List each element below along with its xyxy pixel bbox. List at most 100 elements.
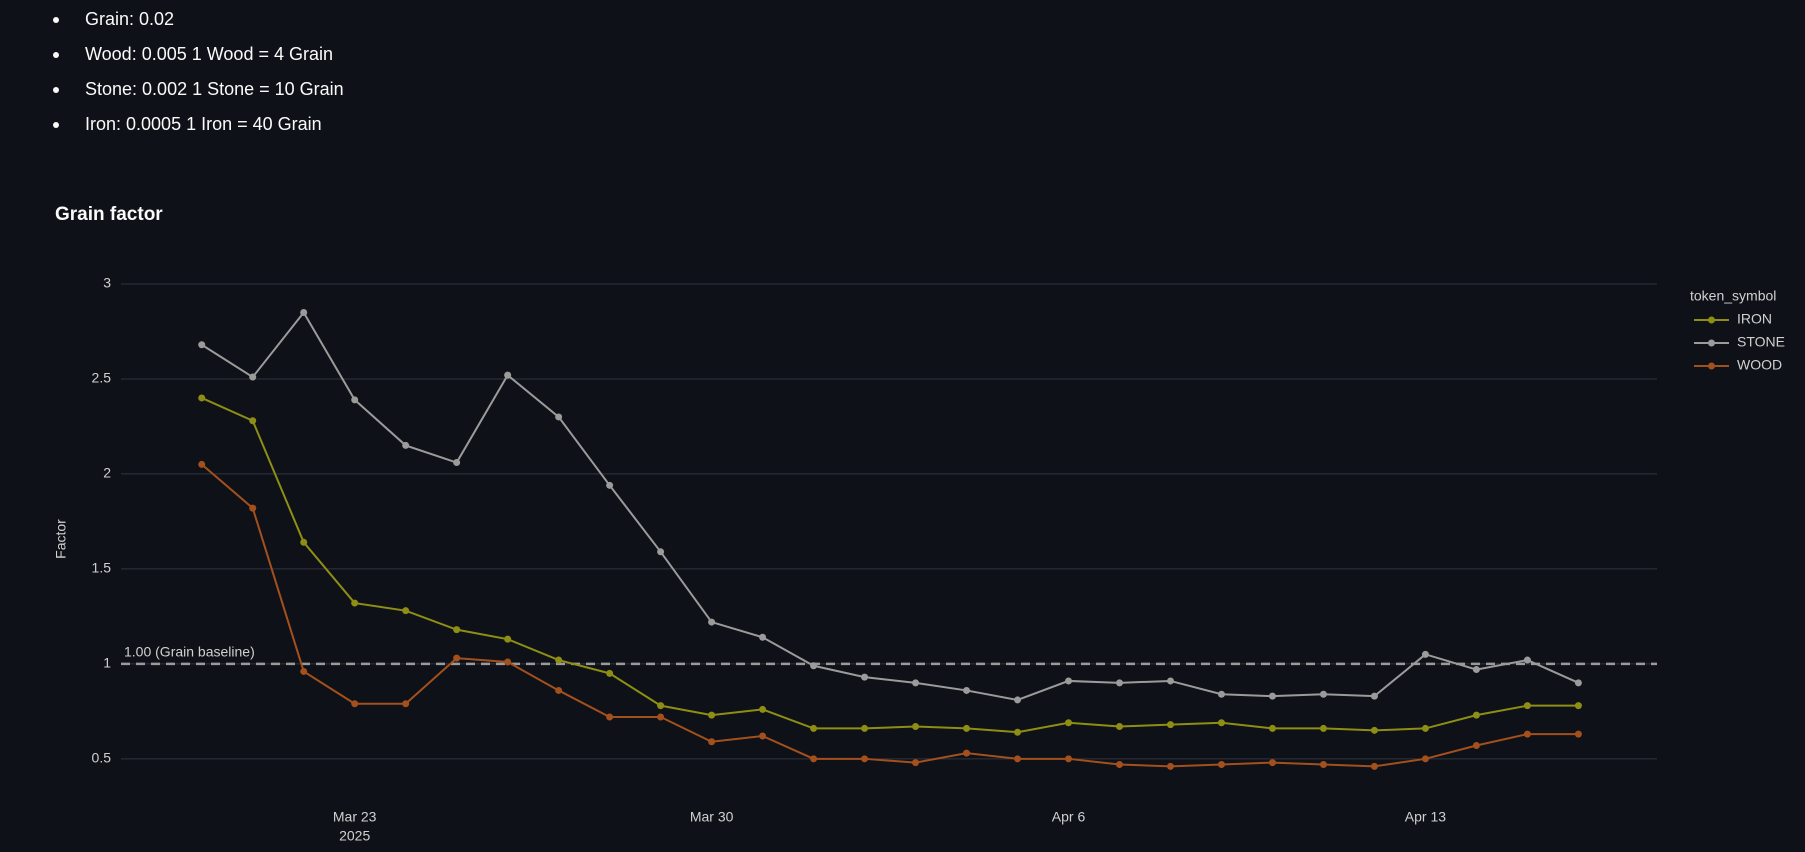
data-point — [453, 459, 461, 467]
data-point — [912, 759, 920, 767]
data-point — [1217, 719, 1225, 727]
y-tick-label: 1.5 — [92, 560, 112, 576]
legend-label: WOOD — [1737, 357, 1782, 373]
data-point — [1268, 692, 1276, 700]
x-tick-label: Mar 30 — [690, 809, 734, 825]
data-point — [1268, 724, 1276, 732]
data-point — [1421, 755, 1429, 763]
y-axis-label: Factor — [53, 519, 69, 559]
series-line — [201, 397, 1579, 734]
data-point — [402, 607, 410, 615]
data-point — [1370, 726, 1378, 734]
data-point — [300, 538, 308, 546]
data-point — [249, 417, 257, 425]
legend-label: STONE — [1737, 334, 1785, 350]
data-point — [657, 702, 665, 710]
data-point — [1116, 761, 1124, 769]
data-point — [708, 711, 716, 719]
data-point — [1472, 666, 1480, 674]
data-point — [708, 618, 716, 626]
data-point — [1014, 696, 1022, 704]
data-point — [861, 755, 869, 763]
data-point — [1065, 677, 1073, 685]
chart-title: Grain factor — [55, 204, 163, 225]
data-point — [1166, 721, 1174, 729]
data-point — [1421, 724, 1429, 732]
bullet-dot — [53, 87, 59, 93]
series-line — [201, 463, 1579, 768]
data-point — [198, 460, 206, 468]
data-point — [1014, 755, 1022, 763]
data-point — [453, 654, 461, 662]
x-tick-label: Apr 6 — [1052, 809, 1086, 825]
data-point — [1217, 761, 1225, 769]
data-point — [198, 394, 206, 402]
data-point — [249, 504, 257, 512]
data-point — [657, 713, 665, 721]
data-point — [1574, 702, 1582, 710]
bullet-dot — [53, 52, 59, 58]
data-point — [759, 732, 767, 740]
bullet-text: Stone: 0.002 1 Stone = 10 Grain — [85, 79, 344, 99]
data-point — [606, 481, 614, 489]
data-point — [402, 441, 410, 449]
data-point — [300, 308, 308, 316]
data-point — [1268, 759, 1276, 767]
bullet-text: Grain: 0.02 — [85, 9, 174, 29]
data-point — [1472, 742, 1480, 750]
data-point — [1574, 679, 1582, 687]
data-point — [1116, 679, 1124, 687]
series-line — [201, 310, 1579, 701]
data-point — [1574, 730, 1582, 738]
data-point — [861, 673, 869, 681]
data-point — [300, 667, 308, 675]
y-tick-label: 3 — [103, 275, 111, 291]
y-tick-label: 2 — [103, 465, 111, 481]
data-point — [555, 686, 563, 694]
data-point — [453, 626, 461, 634]
bullet-text: Wood: 0.005 1 Wood = 4 Grain — [85, 44, 333, 64]
data-point — [402, 700, 410, 708]
x-tick-sublabel: 2025 — [339, 828, 370, 844]
data-point — [1319, 690, 1327, 698]
data-point — [759, 633, 767, 641]
data-point — [810, 662, 818, 670]
data-point — [555, 656, 563, 664]
baseline-label: 1.00 (Grain baseline) — [124, 644, 255, 660]
legend-marker — [1708, 339, 1715, 347]
bullet-dot — [53, 17, 59, 23]
data-point — [351, 700, 359, 708]
data-point — [1166, 762, 1174, 770]
data-point — [1523, 730, 1531, 738]
data-point — [555, 413, 563, 421]
data-point — [1319, 761, 1327, 769]
legend-marker — [1708, 362, 1715, 370]
data-point — [1065, 755, 1073, 763]
data-point — [1370, 762, 1378, 770]
data-point — [810, 755, 818, 763]
y-tick-label: 2.5 — [92, 370, 112, 386]
data-point — [912, 679, 920, 687]
bullet-dot — [53, 122, 59, 128]
data-point — [963, 724, 971, 732]
data-point — [912, 723, 920, 731]
data-point — [606, 669, 614, 677]
data-point — [861, 724, 869, 732]
data-point — [198, 341, 206, 349]
data-point — [657, 548, 665, 556]
data-point — [1472, 711, 1480, 719]
data-point — [1166, 677, 1174, 685]
data-point — [351, 396, 359, 404]
data-point — [810, 724, 818, 732]
data-point — [606, 713, 614, 721]
data-point — [1217, 690, 1225, 698]
data-point — [1370, 692, 1378, 700]
legend-marker — [1708, 316, 1715, 324]
data-point — [504, 658, 512, 666]
data-point — [963, 686, 971, 694]
data-point — [249, 373, 257, 381]
bullet-text: Iron: 0.0005 1 Iron = 40 Grain — [85, 114, 322, 134]
data-point — [504, 371, 512, 379]
